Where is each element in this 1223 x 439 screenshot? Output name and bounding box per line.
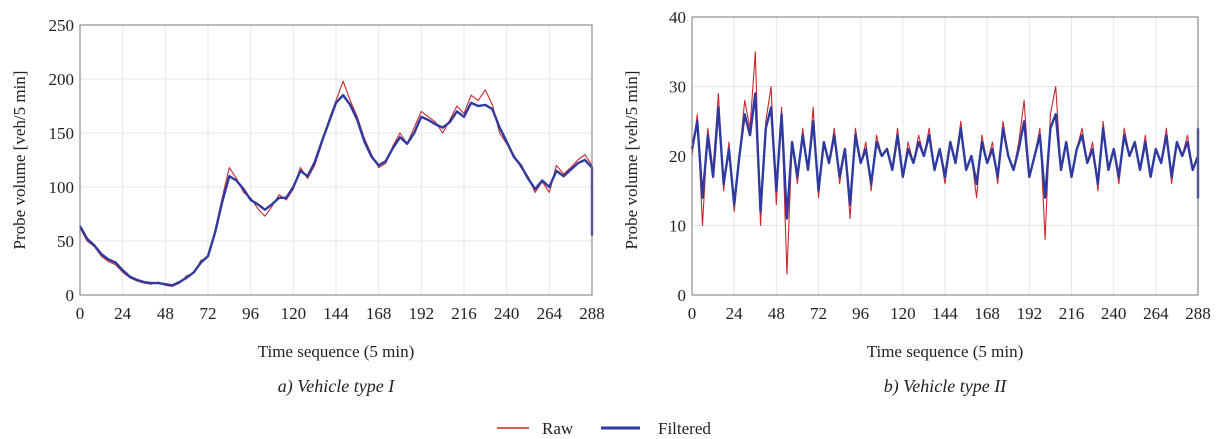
- x-tick-label: 216: [1059, 304, 1085, 323]
- x-tick-label: 48: [768, 304, 785, 323]
- x-tick-label: 144: [323, 304, 349, 323]
- chart-caption: a) Vehicle type I: [278, 376, 395, 397]
- x-tick-label: 0: [688, 304, 697, 323]
- series-lines: [78, 80, 594, 287]
- y-tick-labels: 0 10 20 30 40: [669, 8, 686, 305]
- x-tick-labels: 0 24 48 72 96 120 144 168 192 216 240 264 288: [76, 304, 605, 323]
- x-tick-label: 240: [494, 304, 520, 323]
- x-tick-label: 288: [579, 304, 605, 323]
- x-tick-label: 72: [810, 304, 827, 323]
- chart-caption: b) Vehicle type II: [884, 376, 1007, 397]
- x-tick-label: 0: [76, 304, 85, 323]
- x-tick-label: 96: [242, 304, 259, 323]
- x-tick-label: 120: [890, 304, 916, 323]
- y-tick-label: 200: [49, 70, 75, 89]
- y-tick-label: 50: [57, 232, 74, 251]
- x-tick-label: 24: [726, 304, 744, 323]
- plot-frame: [79, 24, 593, 296]
- y-tick-label: 0: [66, 286, 75, 305]
- x-tick-labels: 0 24 48 72 96 120 144 168 192 216 240 264 288: [688, 304, 1211, 323]
- y-tick-label: 30: [669, 78, 686, 97]
- x-tick-label: 168: [366, 304, 392, 323]
- series-line-filtered: [690, 92, 1200, 220]
- y-tick-label: 10: [669, 217, 686, 236]
- y-axis-label: Probe volume [veh/5 min]: [10, 71, 29, 250]
- legend-label-raw: Raw: [542, 419, 574, 438]
- x-axis-label: Time sequence (5 min): [867, 342, 1024, 361]
- x-tick-label: 24: [114, 304, 132, 323]
- series-lines: [690, 51, 1200, 275]
- y-tick-labels: 0 50 100 150 200 250: [49, 16, 75, 305]
- y-axis-label: Probe volume [veh/5 min]: [622, 71, 641, 250]
- legend-label-filtered: Filtered: [658, 419, 711, 438]
- x-tick-label: 48: [157, 304, 174, 323]
- x-tick-label: 288: [1185, 304, 1211, 323]
- y-tick-label: 20: [669, 147, 686, 166]
- x-tick-label: 96: [852, 304, 869, 323]
- chart-panel-b: 0 24 48 72 96 120 144 168 192 216 240 264 288 0 10 20 3…: [622, 8, 1211, 397]
- y-tick-label: 40: [669, 8, 686, 27]
- x-tick-label: 264: [537, 304, 563, 323]
- x-tick-label: 240: [1101, 304, 1127, 323]
- x-tick-label: 168: [974, 304, 1000, 323]
- plot-frame: [691, 16, 1199, 296]
- x-tick-label: 144: [932, 304, 958, 323]
- y-tick-label: 150: [49, 124, 75, 143]
- x-tick-label: 264: [1143, 304, 1169, 323]
- y-tick-label: 250: [49, 16, 75, 35]
- series-line-filtered: [78, 93, 594, 287]
- legend: Raw Filtered: [497, 419, 711, 438]
- x-tick-label: 192: [1017, 304, 1043, 323]
- y-tick-label: 100: [49, 178, 75, 197]
- grid: [692, 17, 1198, 295]
- x-tick-label: 216: [451, 304, 477, 323]
- x-axis-label: Time sequence (5 min): [258, 342, 415, 361]
- chart-panel-a: 0 24 48 72 96 120 144 168 192 216 240 264 288 0 50 100…: [10, 16, 605, 397]
- grid: [80, 25, 592, 295]
- y-tick-label: 0: [678, 286, 687, 305]
- x-tick-label: 120: [281, 304, 307, 323]
- x-tick-label: 72: [200, 304, 217, 323]
- x-tick-label: 192: [409, 304, 435, 323]
